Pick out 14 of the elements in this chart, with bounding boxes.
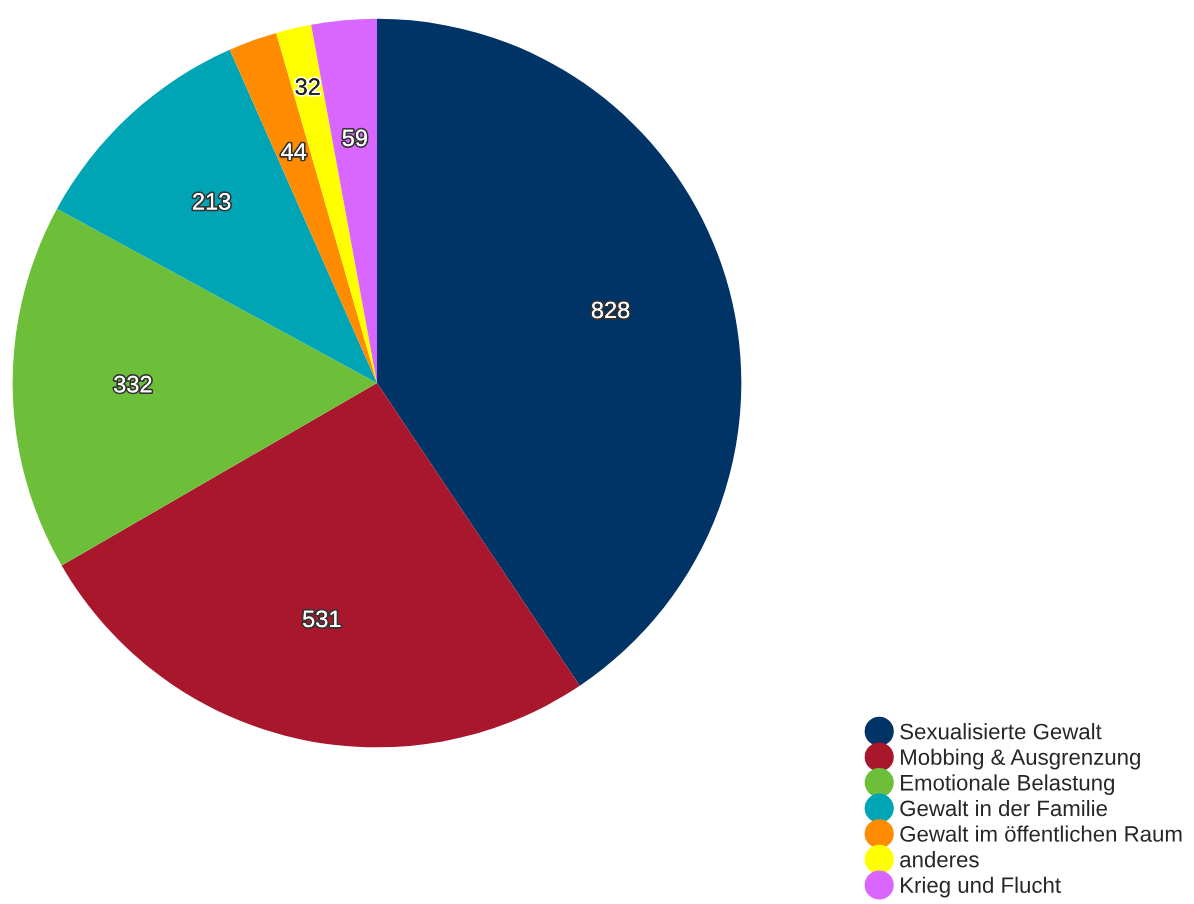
data-label: 59 xyxy=(342,129,367,147)
legend-label: Sexualisierte Gewalt xyxy=(900,723,1102,740)
legend-label: anderes xyxy=(900,851,979,868)
data-label: 531 xyxy=(303,610,341,628)
legend-label: Gewalt in der Familie xyxy=(900,799,1107,817)
data-label: 32 xyxy=(295,78,320,95)
data-label: 828 xyxy=(591,301,630,319)
data-label: 332 xyxy=(114,375,152,393)
legend-label: Gewalt im öffentlichen Raum xyxy=(900,825,1182,842)
data-label: 44 xyxy=(281,143,307,160)
legend-label: Krieg und Flucht xyxy=(901,876,1061,898)
data-label: 213 xyxy=(193,193,231,210)
legend-label: Mobbing & Ausgrenzung xyxy=(901,748,1140,770)
legend-label: Emotionale Belastung xyxy=(901,774,1114,795)
